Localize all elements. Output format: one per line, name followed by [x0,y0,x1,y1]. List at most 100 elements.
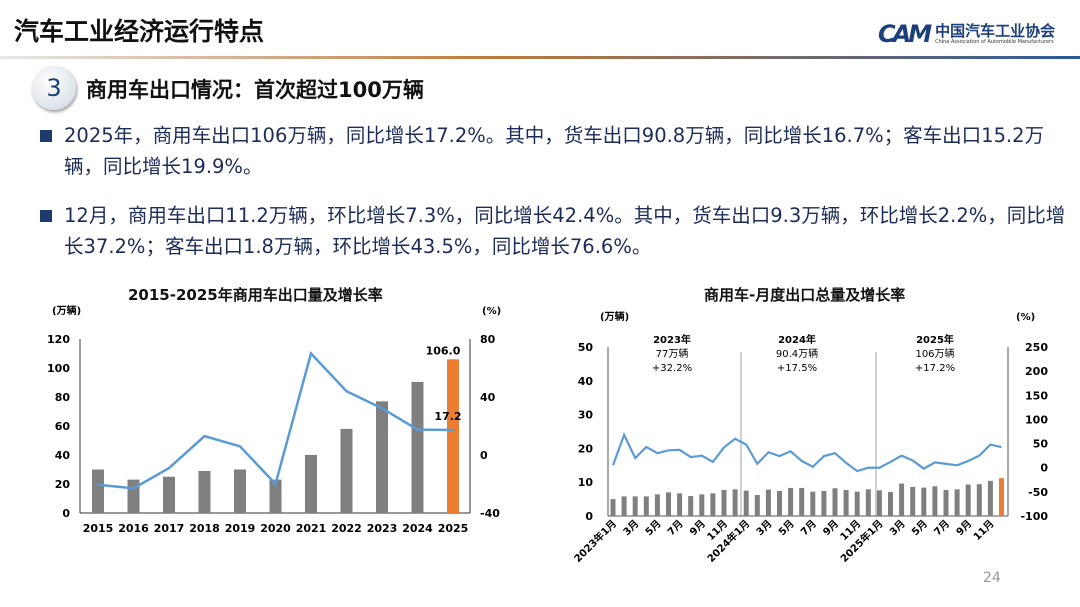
growth-point-2015 [96,483,100,486]
bar-month-18 [799,487,805,516]
y-tick-label: 50 [578,341,594,354]
logo-name: 中国汽车工业协会 [935,22,1056,40]
y-tick-label: 60 [55,420,71,433]
x-tick-label: 2016 [118,522,149,535]
bar-month-30 [932,486,938,516]
x-tick-label: 2018 [189,522,220,535]
y2-axis-label: (%) [482,306,501,317]
y2-tick-label: 80 [480,333,496,346]
bar-month-26 [888,492,893,516]
cam-logo-icon: CAM [878,20,932,48]
x-tick-label: 5月 [776,518,796,538]
logo: CAM 中国汽车工业协会 China Association of Automo… [878,20,1055,48]
bullet-text: 12月，商用车出口11.2万辆，环比增长7.3%，同比增长42.4%。其中，货车… [64,204,1066,258]
bar-month-17 [788,487,794,516]
y2-tick-label: 40 [480,391,496,404]
chart-title-annual: 2015-2025年商用车出口量及增长率 [128,286,383,304]
y-tick-label: 100 [47,362,70,375]
bar-2020 [269,479,282,513]
line-data-label: 17.2 [434,410,461,423]
page-title: 汽车工业经济运行特点 [14,17,265,46]
bullet-item: 12月，商用车出口11.2万辆，环比增长7.3%，同比增长42.4%。其中，货车… [40,200,1074,262]
bar-2017 [163,476,175,513]
y-tick-label: 20 [578,442,594,455]
bullet-item: 2025年，商用车出口106万辆，同比增长17.2%。其中，货车出口90.8万辆… [40,120,1074,182]
annotation-growth: +32.2% [652,363,692,374]
bar-2015 [92,469,104,513]
bar-month-32 [954,489,960,516]
bar-2025 [447,359,459,513]
x-tick-label: 2021 [296,522,327,535]
y-tick-label: 0 [585,510,593,523]
header-divider [0,56,1080,59]
y2-tick-label: 150 [1025,389,1048,402]
chart-title-monthly: 商用车-月度出口总量及增长率 [704,286,906,304]
bar-month-2 [621,496,627,516]
bar-month-27 [899,483,905,516]
growth-point-2024 [416,428,419,431]
y-tick-label: 30 [578,409,594,422]
bar-month-11 [721,489,727,516]
x-tick-label: 2024 [402,522,433,535]
bar-month-13 [743,490,749,516]
y2-tick-label: -100 [1020,510,1048,523]
growth-line [611,432,1002,473]
bar-2019 [234,469,246,513]
growth-point-2023 [380,407,384,410]
x-tick-label: 2025 [438,522,469,535]
y2-tick-label: 250 [1025,341,1048,354]
y-tick-label: 80 [55,391,71,404]
bar-2023 [376,401,388,513]
y-tick-label: 40 [55,449,71,462]
annotation-year: 2023年 [653,333,691,346]
bar-month-21 [832,488,838,516]
bar-month-23 [854,491,860,516]
x-tick-label: 3月 [621,518,641,538]
y-tick-label: 10 [578,476,594,489]
growth-point-2021 [309,352,313,355]
bar-month-14 [754,495,760,516]
x-tick-label: 11月 [971,518,996,543]
y2-tick-label: 0 [1040,462,1048,475]
x-tick-label: 7月 [932,518,952,538]
logo-english: China Association of Automobile Manufact… [935,39,1054,45]
annotation-year: 2024年 [778,333,816,346]
y-tick-label: 20 [55,478,71,491]
annotation-growth: +17.2% [915,363,955,374]
x-tick-label: 2015 [83,522,114,535]
x-tick-label: 7月 [665,518,685,538]
x-tick-label: 2019 [225,522,256,535]
bar-month-6 [666,492,671,516]
bar-month-34 [976,484,982,516]
bar-month-4 [643,496,649,516]
annotation-volume: 90.4万辆 [776,347,818,360]
bar-month-15 [765,489,771,516]
y2-axis-label: (%) [1016,312,1035,323]
y-axis-label: (万辆) [52,304,81,317]
x-tick-label: 2023 [367,522,398,535]
growth-point-2022 [345,390,348,393]
x-tick-label: 5月 [643,518,663,538]
growth-point-2019 [238,445,242,448]
bar-month-7 [677,493,683,516]
bullet-square-icon [40,130,52,142]
annotation-year: 2025年 [916,333,954,346]
x-tick-label: 2020 [260,522,291,535]
y2-tick-label: -40 [480,507,500,520]
y2-tick-label: -50 [1028,486,1048,499]
bar-month-33 [965,484,971,516]
bar-month-28 [910,486,916,516]
y-axis-label: (万辆) [600,310,629,323]
annotation-volume: 77万辆 [656,347,689,360]
annotation-growth: +17.5% [777,363,817,374]
annotation-volume: 106万辆 [915,347,954,360]
x-tick-label: 2017 [154,522,185,535]
bar-month-35 [987,480,993,516]
bar-month-19 [810,491,816,516]
y-tick-label: 120 [47,333,70,346]
y-tick-label: 0 [62,507,70,520]
x-tick-label: 7月 [798,518,818,538]
y2-tick-label: 0 [480,449,488,462]
